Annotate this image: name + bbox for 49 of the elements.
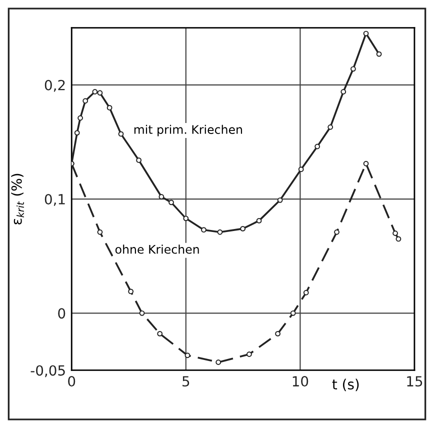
point xyxy=(298,166,304,172)
y-tick-label: 0,1 xyxy=(44,194,65,206)
point xyxy=(303,290,309,296)
point xyxy=(334,229,340,235)
point xyxy=(350,66,356,72)
point xyxy=(277,197,283,203)
point xyxy=(217,229,223,235)
point xyxy=(376,51,382,57)
point xyxy=(78,115,84,121)
x-tick-label: 15 xyxy=(407,376,422,387)
point xyxy=(157,330,163,336)
series-label: ohne Kriechen xyxy=(115,244,199,254)
point xyxy=(158,194,164,200)
point xyxy=(340,89,346,94)
y-tick-label: -0,05 xyxy=(30,365,65,378)
point xyxy=(275,330,280,336)
point xyxy=(139,310,145,316)
point xyxy=(183,216,189,222)
point xyxy=(97,229,103,235)
point xyxy=(246,352,252,357)
point xyxy=(168,200,174,206)
point xyxy=(128,288,134,294)
point xyxy=(92,89,98,94)
point xyxy=(118,131,124,137)
y-axis-title: ε$_{krit}$ (%) xyxy=(11,174,24,224)
series-label: mit prim. Kriechen xyxy=(134,124,242,136)
point xyxy=(184,352,190,358)
point xyxy=(74,130,80,136)
x-tick-label: 0 xyxy=(68,376,76,387)
point xyxy=(106,105,112,110)
point xyxy=(201,227,206,233)
point xyxy=(240,226,246,232)
x-tick-label: 5 xyxy=(182,376,190,387)
point xyxy=(314,144,320,150)
y-tick-label: 0 xyxy=(58,308,66,319)
x-axis-title: t (s) xyxy=(332,378,359,392)
point xyxy=(328,124,334,130)
point xyxy=(396,236,402,242)
point xyxy=(97,90,103,96)
point xyxy=(363,30,369,36)
point xyxy=(216,360,222,365)
point xyxy=(256,218,262,224)
point xyxy=(82,98,88,104)
x-tick-label: 10 xyxy=(292,376,308,387)
point xyxy=(363,160,369,166)
y-tick-label: 0,2 xyxy=(44,80,65,92)
point xyxy=(392,230,398,236)
point xyxy=(136,158,142,163)
point xyxy=(290,310,296,316)
